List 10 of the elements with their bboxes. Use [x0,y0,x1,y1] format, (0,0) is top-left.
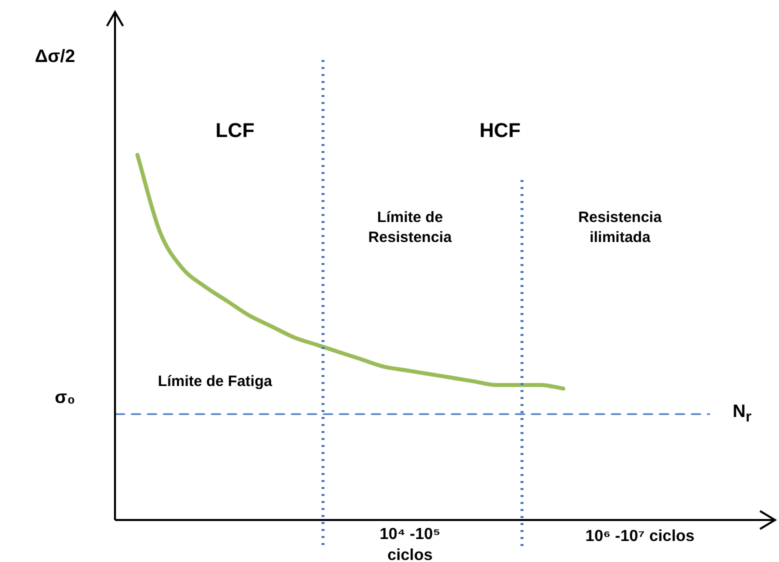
annotation: Límite de Fatiga [156,372,274,392]
text: HCF [478,119,522,144]
text: 10⁴ -10⁵ ciclos [378,525,442,562]
annotation: Límite de Resistencia [367,208,453,247]
x-axis-title: N$_{r}$ [732,400,752,428]
text: Δσ/2 [34,45,76,68]
ref-line-label: σ₀ [54,386,76,410]
text: LCF [214,119,256,144]
annotation: Resistencia ilimitada [577,208,663,247]
text: 10⁶ -10⁷ ciclos [584,527,696,547]
